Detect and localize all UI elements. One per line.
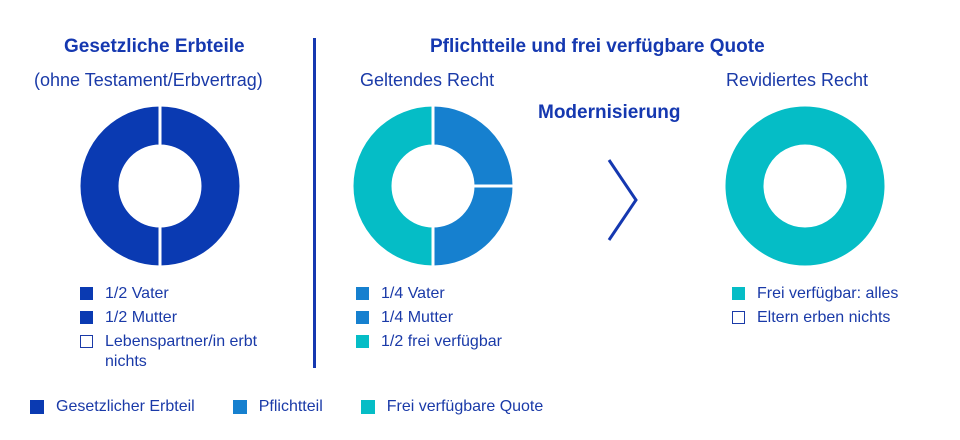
left-subheading: (ohne Testament/Erbvertrag) [34,70,263,90]
legend-label: Gesetzlicher Erbteil [56,398,195,415]
legend-geltend: 1/4 Vater 1/4 Mutter 1/2 frei verfügbar [356,284,576,356]
filled-square-icon [356,311,369,324]
empty-square-icon [80,335,93,348]
filled-square-icon [356,287,369,300]
legend-label: 1/4 Mutter [381,309,454,326]
donut-slice-1 [724,105,886,267]
legend-label: Pflichtteil [258,398,323,415]
legend-label: Frei verfügbar: alles [757,285,899,302]
revidiert-title: Revidiertes Recht [726,70,869,90]
legend-row: 1/2 Mutter [80,308,290,328]
donut-gesetzlich [79,105,241,267]
filled-square-icon [30,400,44,414]
legend-gesetzlich: 1/2 Vater 1/2 Mutter Lebenspartner/in erbt… [80,284,290,376]
filled-square-icon [80,311,93,324]
legend-row: 1/2 Vater [80,284,290,304]
bottom-legend-item: Gesetzlicher Erbteil [30,398,195,416]
donut-slice-1 [158,105,241,267]
bottom-legend-item: Frei verfügbare Quote [360,398,544,416]
legend-row: Frei verfügbar: alles [732,284,952,304]
filled-square-icon [80,287,93,300]
filled-square-icon [732,287,745,300]
legend-label: 1/2 frei verfügbar [381,333,502,350]
legend-row: 1/4 Vater [356,284,576,304]
right-heading: Pflichtteile und frei verfügbare Quote [430,36,765,57]
legend-label: Eltern erben nichts [757,309,891,326]
legend-label: 1/2 Vater [105,285,169,302]
legend-row: Lebenspartner/in erbt nichts [80,332,290,372]
legend-row: 1/2 frei verfügbar [356,332,576,352]
donut-geltend [352,105,514,267]
bottom-legend-item: Pflichtteil [232,398,323,416]
filled-square-icon [356,335,369,348]
chevron-right-icon [607,159,638,241]
donut-revidiert [724,105,886,267]
left-heading: Gesetzliche Erbteile [64,36,245,57]
legend-row: Eltern erben nichts [732,308,952,328]
empty-square-icon [732,311,745,324]
donut-slice-2 [431,184,514,267]
legend-label: 1/2 Mutter [105,309,178,326]
bottom-legend: Gesetzlicher Erbteil Pflichtteil Frei verf… [30,398,581,416]
legend-revidiert: Frei verfügbar: alles Eltern erben nichts [732,284,952,332]
legend-label: Lebenspartner/in erbt nichts [105,333,258,370]
filled-square-icon [232,400,247,414]
section-divider [313,38,316,368]
legend-label: 1/4 Vater [381,285,445,302]
donut-slice-3 [352,105,435,267]
modernisierung-label: Modernisierung [538,102,681,123]
geltend-title: Geltendes Recht [360,70,495,90]
legend-row: 1/4 Mutter [356,308,576,328]
legend-label: Frei verfügbare Quote [386,398,544,415]
donut-slice-1 [431,105,514,188]
donut-slice-2 [79,105,162,267]
filled-square-icon [360,400,375,414]
